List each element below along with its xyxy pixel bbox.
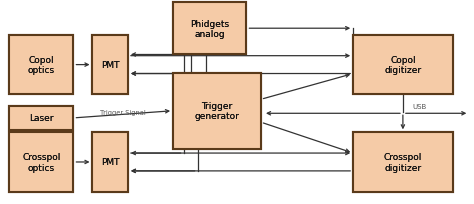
Bar [92,133,128,192]
Text: Crosspol
optics: Crosspol optics [22,153,61,172]
Bar [92,133,128,192]
Text: PMT: PMT [101,158,119,167]
Bar [92,36,128,95]
Text: Trigger
generator: Trigger generator [194,102,239,121]
Bar [9,133,73,192]
Bar [9,36,73,95]
Text: Crosspol
digitizer: Crosspol digitizer [384,153,422,172]
Text: Phidgets
analog: Phidgets analog [190,19,229,39]
Bar [173,73,261,149]
Bar [353,133,453,192]
Text: Crosspol
digitizer: Crosspol digitizer [384,153,422,172]
Bar [173,73,261,149]
Bar [353,36,453,95]
Bar [173,3,246,55]
Text: Copol
optics: Copol optics [28,56,55,75]
Text: PMT: PMT [101,61,119,70]
Text: Laser: Laser [29,114,54,123]
Text: Laser: Laser [29,114,54,123]
Text: Copol
digitizer: Copol digitizer [384,56,421,75]
Bar [9,133,73,192]
Text: Trigger
generator: Trigger generator [194,102,239,121]
Bar [9,36,73,95]
Text: Crosspol
optics: Crosspol optics [22,153,61,172]
Text: Phidgets
analog: Phidgets analog [190,19,229,39]
Bar [353,133,453,192]
Text: Copol
digitizer: Copol digitizer [384,56,421,75]
Bar [353,36,453,95]
Bar [173,3,246,55]
Text: Copol
optics: Copol optics [28,56,55,75]
Text: USB: USB [412,104,427,110]
Bar [92,36,128,95]
Text: Trigger Signal: Trigger Signal [100,109,146,115]
Text: PMT: PMT [101,61,119,70]
Bar [9,106,73,131]
Bar [9,106,73,131]
Text: PMT: PMT [101,158,119,167]
